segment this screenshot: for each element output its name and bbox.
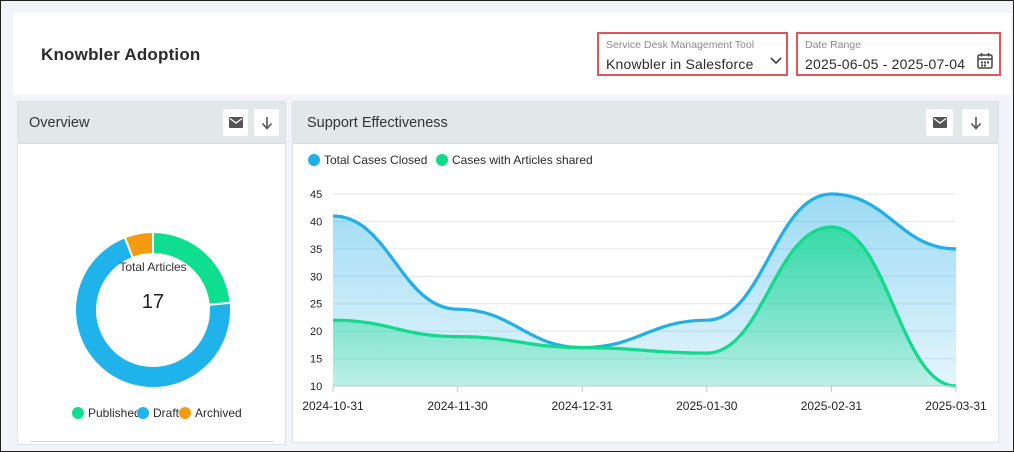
x-tick-label: 2024-11-30 <box>427 399 488 413</box>
legend-draft[interactable]: Draft <box>137 406 179 420</box>
legend-dot-total-cases <box>308 154 320 166</box>
y-tick-label: 15 <box>310 354 322 366</box>
legend-label-archived: Archived <box>195 406 242 420</box>
x-tick-label: 2025-03-31 <box>925 399 987 413</box>
service-desk-tool-select[interactable]: Service Desk Management Tool Knowbler in… <box>597 32 788 76</box>
y-tick-label: 20 <box>310 326 322 338</box>
legend-cases-with-articles[interactable]: Cases with Articles shared <box>436 153 593 167</box>
series-line-0[interactable] <box>332 192 957 350</box>
x-tick-label: 2024-10-31 <box>302 399 364 413</box>
download-icon <box>261 116 272 130</box>
email-icon <box>932 117 947 128</box>
page-title: Knowbler Adoption <box>41 45 201 64</box>
y-tick-label: 25 <box>310 299 322 311</box>
legend-dot-cases-articles <box>436 154 448 166</box>
donut-slice-draft[interactable] <box>74 235 232 389</box>
overview-bottom-divider <box>31 441 273 442</box>
calendar-icon[interactable] <box>977 52 993 69</box>
legend-label-draft: Draft <box>153 406 180 420</box>
y-tick-label: 10 <box>310 381 322 393</box>
x-tick-label: 2025-01-30 <box>676 399 738 413</box>
y-tick-label: 40 <box>310 216 322 228</box>
area-fill-1 <box>333 226 956 386</box>
donut-slice-archived[interactable] <box>123 230 154 260</box>
x-tick-label: 2024-12-31 <box>552 399 614 413</box>
donut-center-value: 17 <box>141 291 165 313</box>
support-effectiveness-chart: 10 15 20 25 30 35 40 45 2024-10-31 2024-11-30 2024… <box>302 189 987 413</box>
y-tick-label: 45 <box>310 189 322 201</box>
overview-donut-chart <box>74 230 232 389</box>
overview-title: Overview <box>29 115 90 131</box>
chevron-down-icon[interactable] <box>770 56 782 66</box>
legend-dot-archived <box>179 407 191 419</box>
series-line-1[interactable] <box>332 225 957 388</box>
overview-download-button[interactable] <box>254 109 279 136</box>
support-effectiveness-header: Support Effectiveness <box>293 102 998 144</box>
legend-dot-draft <box>137 407 149 419</box>
legend-label-total-cases: Total Cases Closed <box>324 153 428 167</box>
legend-published[interactable]: Published <box>72 406 141 420</box>
legend-archived[interactable]: Archived <box>179 406 242 420</box>
support-effectiveness-title: Support Effectiveness <box>307 115 448 131</box>
x-tick-label: 2025-02-31 <box>801 399 863 413</box>
y-tick-label: 30 <box>310 271 322 283</box>
date-range-value: 2025-06-05 - 2025-07-04 <box>805 56 966 72</box>
overview-panel: Overview Total Articles 17 Published <box>17 101 286 445</box>
overview-panel-header: Overview <box>18 102 285 144</box>
legend-label-published: Published <box>88 406 141 420</box>
effectiveness-download-button[interactable] <box>962 109 989 136</box>
download-icon <box>970 116 981 130</box>
overview-email-button[interactable] <box>223 109 248 136</box>
date-range-label: Date Range <box>805 39 862 51</box>
date-range-picker[interactable]: Date Range 2025-06-05 - 2025-07-04 <box>796 32 1001 76</box>
donut-center-label: Total Articles <box>119 260 187 274</box>
effectiveness-email-button[interactable] <box>926 109 953 136</box>
service-desk-tool-value: Knowbler in Salesforce <box>606 56 754 72</box>
email-icon <box>228 117 243 128</box>
y-tick-label: 35 <box>310 244 322 256</box>
legend-total-cases-closed[interactable]: Total Cases Closed <box>308 153 427 167</box>
legend-label-cases-articles: Cases with Articles shared <box>452 153 593 167</box>
service-desk-tool-label: Service Desk Management Tool <box>606 39 755 51</box>
legend-dot-published <box>72 407 84 419</box>
